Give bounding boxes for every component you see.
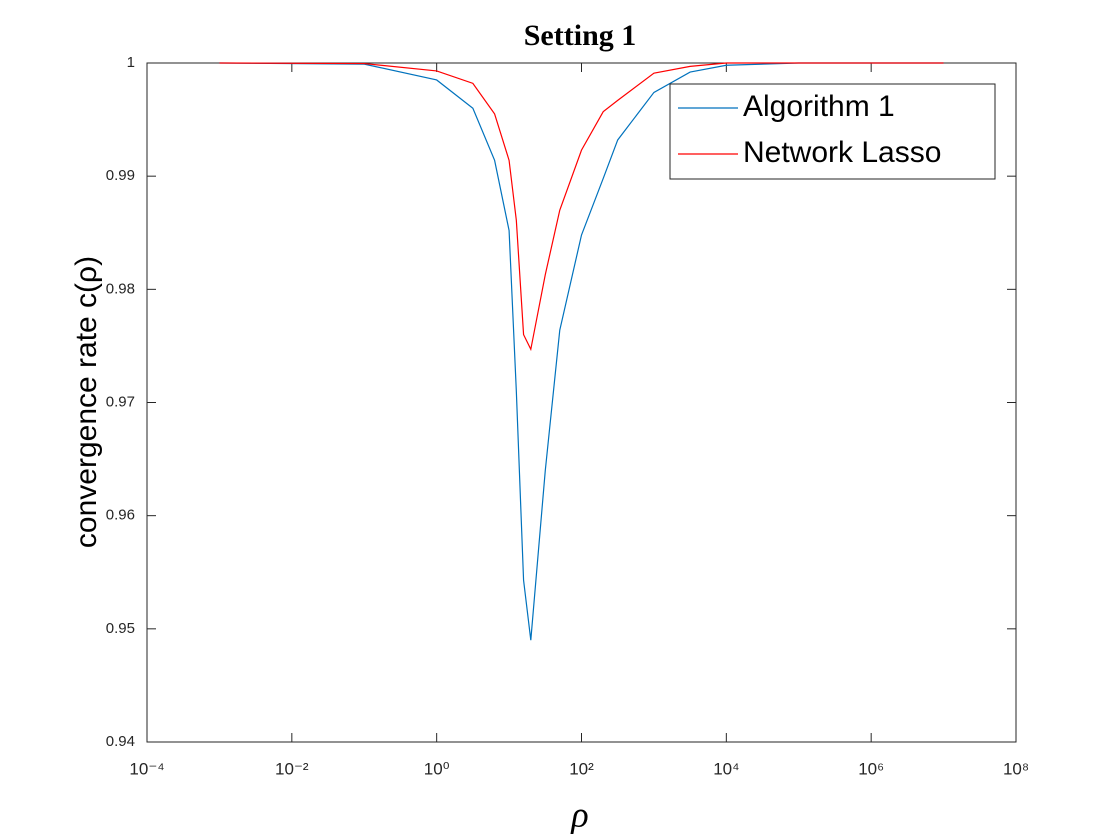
line-series bbox=[219, 62, 944, 352]
x-tick-label: 10² bbox=[569, 759, 594, 778]
y-tick-label: 0.94 bbox=[106, 733, 135, 750]
y-tick-label: 0.99 bbox=[106, 167, 135, 184]
x-tick-label: 10⁻² bbox=[275, 759, 309, 778]
y-tick-label: 0.96 bbox=[106, 507, 135, 524]
legend-label: Algorithm 1 bbox=[743, 90, 895, 123]
y-tick-label: 0.97 bbox=[106, 393, 135, 410]
legend-label: Network Lasso bbox=[743, 136, 941, 169]
x-axis-label: ρ bbox=[570, 794, 588, 834]
x-tick-label: 10⁴ bbox=[713, 759, 739, 778]
y-axis-label: convergence rate c(ρ) bbox=[70, 256, 103, 548]
x-tick-label: 10⁰ bbox=[424, 759, 450, 778]
legend-box bbox=[669, 83, 996, 180]
x-tick-label: 10⁸ bbox=[1003, 759, 1029, 778]
y-tick-label: 0.95 bbox=[106, 620, 135, 637]
x-tick-label: 10⁶ bbox=[858, 759, 884, 778]
x-tick-label: 10⁻⁴ bbox=[129, 759, 164, 778]
chart-title: Setting 1 bbox=[524, 19, 637, 52]
y-tick-label: 0.98 bbox=[106, 280, 135, 297]
line-series bbox=[219, 62, 944, 641]
y-tick-label: 1 bbox=[127, 54, 135, 71]
